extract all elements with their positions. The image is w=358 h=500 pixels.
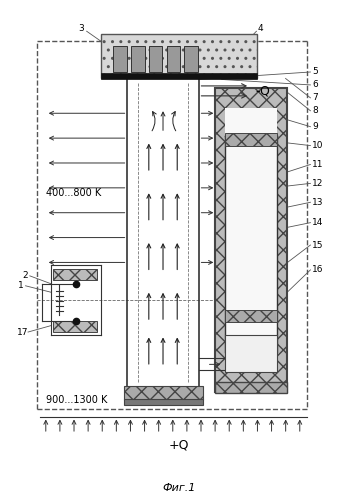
Bar	[53, 269, 97, 280]
Text: 12: 12	[312, 179, 324, 188]
Bar	[214, 88, 287, 392]
Bar	[214, 382, 287, 392]
Bar	[225, 310, 277, 322]
Text: 7: 7	[312, 94, 318, 102]
Text: 4: 4	[258, 24, 263, 33]
Bar	[131, 46, 145, 72]
Bar	[149, 46, 162, 72]
Text: 400...800 K: 400...800 K	[46, 188, 101, 198]
Text: Фиг.1: Фиг.1	[162, 482, 196, 492]
Bar	[225, 108, 277, 352]
Bar	[225, 133, 277, 145]
Bar	[225, 334, 277, 372]
Bar	[166, 46, 180, 72]
Text: 900...1300 K: 900...1300 K	[46, 395, 107, 405]
Bar	[53, 321, 97, 332]
Text: 15: 15	[312, 240, 324, 250]
Bar	[124, 399, 203, 405]
Text: 3: 3	[78, 24, 84, 33]
Text: 11: 11	[312, 160, 324, 169]
Text: 14: 14	[312, 218, 324, 227]
Text: 17: 17	[17, 328, 28, 336]
Bar	[184, 46, 198, 72]
Text: 9: 9	[312, 122, 318, 131]
Text: 5: 5	[312, 68, 318, 76]
Text: 6: 6	[312, 80, 318, 90]
Bar	[101, 73, 257, 80]
Bar	[113, 46, 127, 72]
Text: 8: 8	[312, 106, 318, 116]
Text: -Q: -Q	[255, 84, 270, 98]
Text: 2: 2	[23, 272, 28, 280]
Text: 1: 1	[18, 282, 24, 290]
Text: 10: 10	[312, 141, 324, 150]
Text: 13: 13	[312, 198, 324, 207]
Bar	[124, 386, 203, 400]
Bar	[101, 34, 257, 78]
Text: +Q: +Q	[169, 438, 189, 452]
Text: 16: 16	[312, 266, 324, 274]
